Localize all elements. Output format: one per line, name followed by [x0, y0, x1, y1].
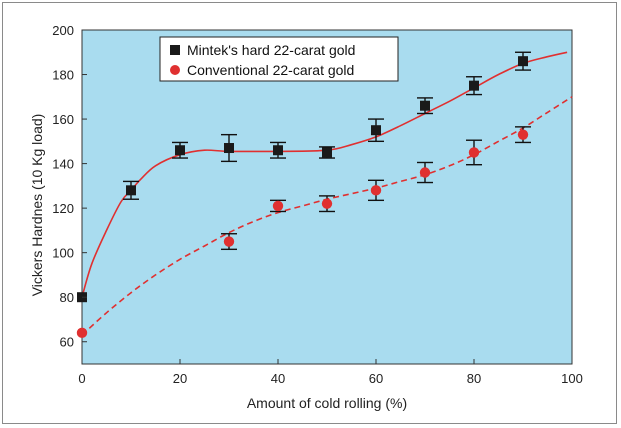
series-1-point: [224, 143, 234, 154]
series-1-point: [371, 125, 381, 136]
series-2-point: [76, 327, 88, 339]
series-1-point: [469, 80, 479, 91]
legend: Mintek's hard 22-carat gold Conventional …: [159, 36, 399, 82]
y-tick-label: 60: [60, 335, 74, 350]
series-1-point: [420, 100, 430, 111]
series-1-point: [175, 145, 185, 156]
x-axis-ticks: 0 20 40 60 80 100: [78, 359, 583, 386]
series-2-point: [468, 147, 480, 158]
series-2-point: [223, 236, 235, 247]
x-tick-label: 40: [271, 371, 285, 386]
x-tick-label: 0: [78, 371, 85, 386]
series-2-point: [321, 198, 333, 209]
series-1-point: [273, 145, 283, 156]
y-tick-label: 180: [52, 68, 74, 83]
legend-label-2: Conventional 22-carat gold: [187, 62, 354, 78]
series-1-point: [322, 147, 332, 158]
x-axis-label: Amount of cold rolling (%): [247, 395, 407, 411]
x-tick-label: 100: [561, 371, 583, 386]
series-2-point: [517, 129, 529, 140]
y-tick-label: 100: [52, 246, 74, 261]
series-1-point: [518, 56, 528, 67]
y-tick-label: 160: [52, 112, 74, 127]
y-tick-label: 120: [52, 201, 74, 216]
legend-marker-2: [170, 65, 180, 75]
y-axis-label: Vickers Hardnes (10 Kg load): [29, 114, 45, 297]
x-tick-label: 80: [467, 371, 481, 386]
series-2-point: [272, 200, 284, 212]
y-tick-label: 140: [52, 157, 74, 172]
series-1-point: [126, 185, 136, 196]
legend-marker-1: [170, 45, 180, 55]
x-tick-label: 60: [369, 371, 383, 386]
legend-label-1: Mintek's hard 22-carat gold: [187, 42, 355, 58]
y-tick-label: 200: [52, 23, 74, 38]
series-2-point: [370, 185, 382, 196]
y-axis-ticks: 60 80 100 120 140 160 180 200: [52, 23, 87, 350]
x-tick-label: 20: [173, 371, 187, 386]
data-markers: [76, 56, 529, 339]
legend-box: [159, 36, 399, 82]
series-2-point: [419, 167, 431, 178]
y-tick-label: 80: [60, 290, 74, 305]
